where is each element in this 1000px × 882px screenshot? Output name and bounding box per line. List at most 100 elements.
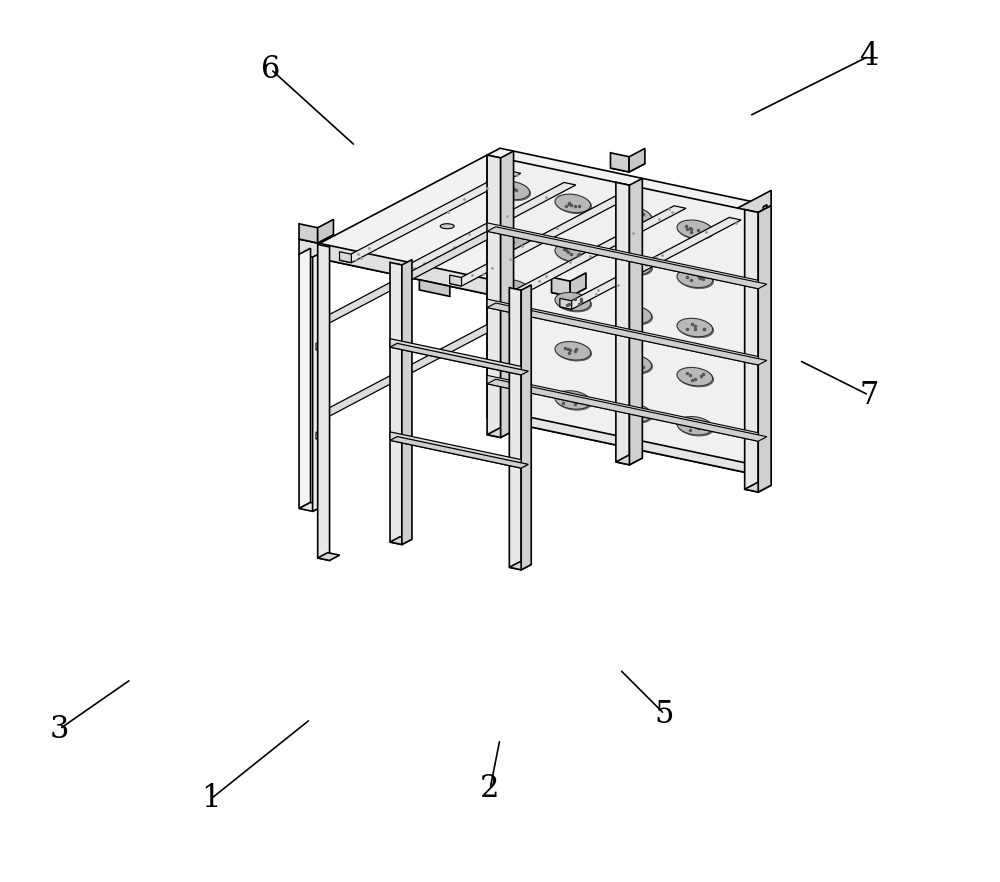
Ellipse shape [616, 256, 652, 274]
Polygon shape [487, 155, 501, 437]
Polygon shape [560, 298, 572, 310]
Polygon shape [318, 325, 487, 422]
Ellipse shape [617, 405, 653, 423]
Ellipse shape [678, 319, 714, 338]
Polygon shape [340, 251, 351, 263]
Ellipse shape [495, 378, 531, 397]
Polygon shape [763, 205, 767, 219]
Ellipse shape [616, 404, 652, 422]
Ellipse shape [495, 330, 531, 348]
Polygon shape [419, 280, 450, 296]
Polygon shape [552, 284, 586, 296]
Polygon shape [629, 178, 642, 465]
Polygon shape [487, 428, 514, 437]
Polygon shape [402, 259, 412, 544]
Polygon shape [629, 148, 645, 172]
Polygon shape [299, 248, 311, 509]
Ellipse shape [678, 369, 714, 387]
Ellipse shape [677, 416, 713, 435]
Ellipse shape [677, 368, 713, 386]
Ellipse shape [508, 238, 522, 243]
Polygon shape [521, 285, 531, 570]
Ellipse shape [617, 208, 653, 227]
Polygon shape [745, 210, 758, 492]
Polygon shape [318, 553, 340, 560]
Text: 5: 5 [655, 699, 674, 729]
Text: 2: 2 [480, 774, 500, 804]
Text: 3: 3 [50, 714, 69, 744]
Polygon shape [570, 191, 771, 311]
Polygon shape [450, 275, 462, 286]
Ellipse shape [494, 230, 530, 249]
Ellipse shape [617, 258, 653, 276]
Ellipse shape [494, 329, 530, 348]
Ellipse shape [556, 342, 592, 361]
Polygon shape [501, 151, 514, 437]
Polygon shape [299, 224, 318, 243]
Polygon shape [610, 153, 629, 172]
Ellipse shape [555, 341, 591, 360]
Ellipse shape [617, 355, 653, 374]
Polygon shape [450, 194, 631, 286]
Ellipse shape [494, 280, 530, 298]
Ellipse shape [616, 305, 652, 324]
Ellipse shape [678, 270, 714, 288]
Ellipse shape [678, 417, 714, 436]
Polygon shape [395, 264, 406, 274]
Polygon shape [390, 339, 521, 375]
Text: 4: 4 [859, 41, 878, 71]
Polygon shape [316, 426, 327, 439]
Polygon shape [616, 183, 629, 465]
Polygon shape [610, 160, 645, 172]
Polygon shape [505, 206, 686, 298]
Polygon shape [390, 263, 402, 544]
Polygon shape [390, 432, 521, 468]
Ellipse shape [555, 391, 591, 409]
Polygon shape [390, 537, 412, 544]
Text: 6: 6 [261, 54, 280, 85]
Ellipse shape [494, 181, 530, 199]
Ellipse shape [440, 224, 454, 228]
Ellipse shape [556, 244, 592, 263]
Polygon shape [395, 183, 576, 274]
Polygon shape [316, 338, 327, 350]
Ellipse shape [616, 207, 652, 226]
Ellipse shape [495, 280, 531, 299]
Ellipse shape [677, 318, 713, 337]
Ellipse shape [616, 355, 652, 373]
Text: 7: 7 [859, 379, 879, 411]
Polygon shape [313, 251, 324, 512]
Ellipse shape [556, 392, 592, 410]
Polygon shape [487, 303, 767, 365]
Polygon shape [390, 437, 528, 468]
Polygon shape [299, 503, 324, 512]
Polygon shape [616, 455, 642, 465]
Polygon shape [318, 231, 487, 329]
Polygon shape [487, 155, 758, 475]
Polygon shape [570, 273, 586, 296]
Ellipse shape [495, 183, 531, 201]
Polygon shape [560, 218, 741, 310]
Ellipse shape [556, 294, 592, 312]
Ellipse shape [677, 269, 713, 288]
Polygon shape [487, 227, 767, 288]
Ellipse shape [677, 220, 713, 238]
Text: 1: 1 [201, 783, 221, 814]
Polygon shape [487, 379, 767, 441]
Polygon shape [390, 343, 528, 375]
Polygon shape [505, 287, 517, 298]
Ellipse shape [555, 293, 591, 310]
Polygon shape [318, 220, 333, 243]
Polygon shape [299, 239, 570, 311]
Polygon shape [299, 148, 771, 311]
Ellipse shape [555, 243, 591, 262]
Polygon shape [318, 244, 330, 560]
Polygon shape [509, 288, 521, 570]
Polygon shape [487, 376, 758, 441]
Polygon shape [758, 206, 771, 475]
Polygon shape [745, 482, 771, 492]
Ellipse shape [494, 377, 530, 396]
Polygon shape [487, 411, 771, 475]
Ellipse shape [576, 252, 590, 258]
Ellipse shape [678, 221, 714, 239]
